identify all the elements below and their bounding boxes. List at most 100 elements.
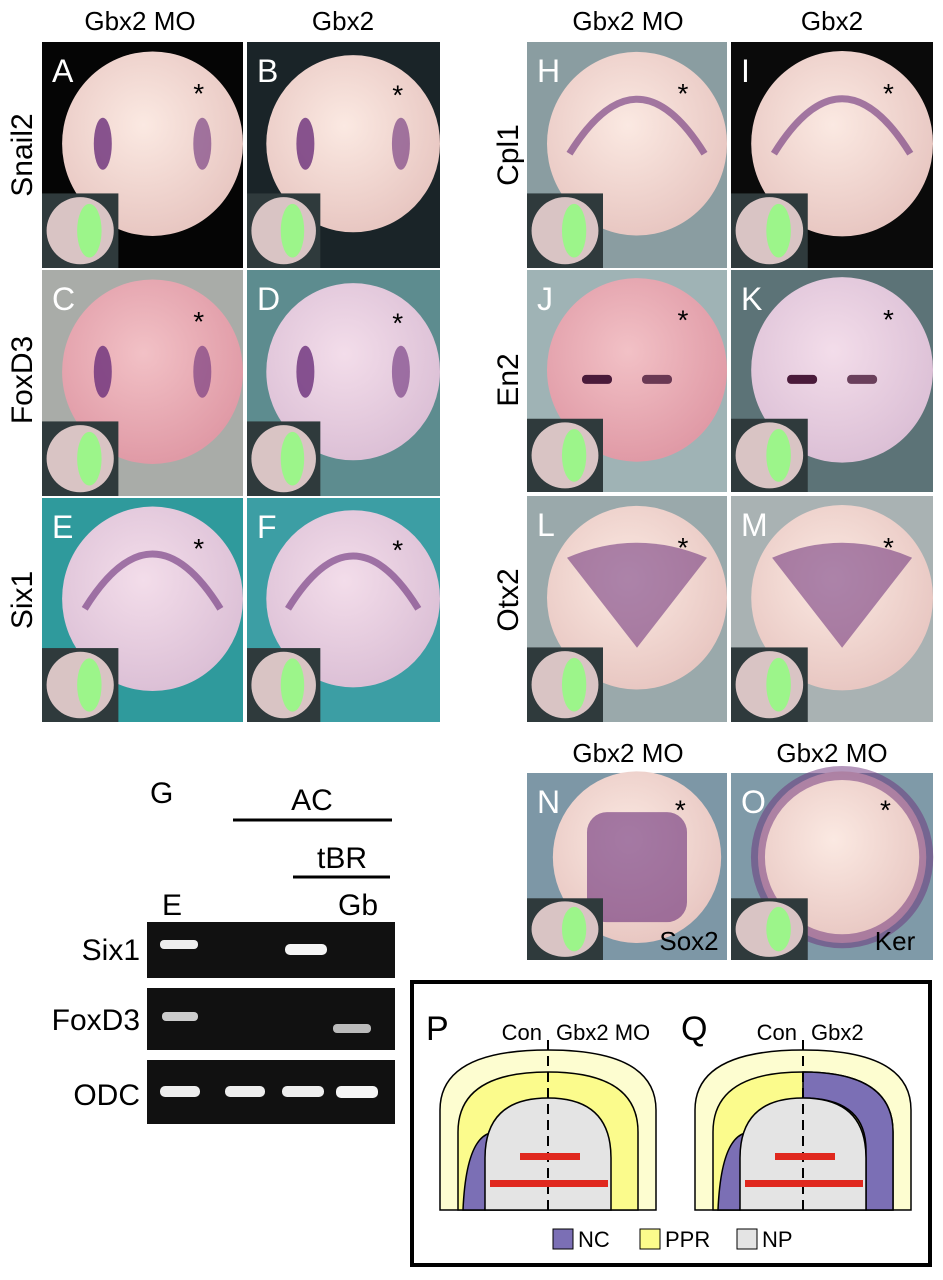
panel: K* [731, 270, 933, 492]
stain [587, 812, 687, 923]
embryo [266, 510, 440, 688]
red-bar [520, 1153, 580, 1160]
panel-letter: A [52, 53, 74, 89]
row-label: FoxD3 [6, 336, 39, 424]
panel-letter: F [257, 509, 277, 545]
legend-label: NP [762, 1227, 793, 1252]
panel: D* [247, 270, 440, 496]
panel: H* [527, 42, 727, 268]
asterisk: * [883, 304, 894, 335]
schematic-frame [410, 980, 932, 1267]
stain [750, 766, 934, 949]
asterisk: * [678, 532, 689, 563]
embryo [62, 279, 243, 464]
inset-gfp [766, 657, 791, 712]
asterisk: * [193, 306, 204, 337]
panel: O * Ker [731, 766, 934, 960]
asterisk: * [678, 304, 689, 335]
inset-gfp [280, 658, 305, 712]
row-label: Cpl1 [492, 124, 525, 186]
asterisk: * [675, 794, 686, 825]
panel-letter: M [741, 507, 768, 543]
stain [847, 374, 878, 384]
column-header: Gbx2 [801, 6, 863, 36]
panel-letter: P [426, 1010, 449, 1048]
inset-gfp [77, 203, 102, 258]
column-header: Gbx2 MO [572, 6, 683, 36]
panel: B* [247, 42, 440, 268]
label: Con [502, 1020, 542, 1045]
panel: M* [731, 496, 933, 722]
asterisk: * [678, 78, 689, 109]
panel: E* [42, 498, 243, 722]
gel-row-label: Six1 [82, 934, 140, 967]
lane-label: Gb [338, 889, 378, 922]
panel: N * Sox2 [527, 771, 727, 960]
panel-letter: G [150, 777, 173, 810]
panel: A* [42, 42, 243, 268]
embryo [266, 283, 440, 461]
row-label: Six1 [6, 571, 39, 629]
inset-gfp [561, 428, 587, 482]
asterisk: * [883, 532, 894, 563]
stain [93, 117, 112, 170]
panel: F* [247, 498, 440, 722]
panel-caption: Ker [875, 926, 916, 956]
stain [566, 95, 708, 156]
panel-letter: O [741, 784, 766, 820]
row-label: Snail2 [6, 113, 39, 196]
stain [193, 117, 212, 170]
inset-gfp [766, 428, 791, 482]
embryo [547, 278, 727, 462]
embryo [62, 51, 243, 236]
panel: L* [527, 496, 727, 722]
asterisk: * [883, 78, 894, 109]
inset-gfp [561, 657, 587, 712]
inset-gfp [77, 431, 102, 486]
column-header: Gbx2 MO [776, 738, 887, 768]
asterisk: * [392, 308, 403, 339]
stain [770, 95, 914, 156]
legend-label: PPR [665, 1227, 710, 1252]
panel-letter: E [52, 509, 73, 545]
gel [147, 922, 395, 1124]
inset-gfp [77, 658, 102, 712]
embryo [751, 50, 933, 237]
panel: I* [731, 42, 933, 268]
red-bar [745, 1180, 863, 1187]
asterisk: * [392, 535, 403, 566]
gel-subgroup: tBR [317, 842, 367, 875]
red-bar [490, 1180, 608, 1187]
panel-letter: L [537, 507, 555, 543]
gel-row-label: FoxD3 [52, 1004, 140, 1037]
stain [193, 345, 212, 398]
stain [567, 542, 707, 648]
panel-caption: Sox2 [659, 926, 718, 956]
lane-label: E [162, 889, 182, 922]
legend-label: NC [578, 1227, 610, 1252]
panel-letter: N [537, 784, 560, 820]
gel-row-label: ODC [73, 1079, 140, 1112]
embryo [266, 55, 440, 233]
panel-letter: H [537, 53, 560, 89]
panel-letter: K [741, 281, 762, 317]
asterisk: * [392, 80, 403, 111]
red-bar [775, 1153, 835, 1160]
stain [391, 117, 410, 170]
label: Con [757, 1020, 797, 1045]
stain [81, 550, 224, 611]
stain [285, 552, 422, 611]
panel-letter: D [257, 281, 280, 317]
asterisk: * [193, 78, 204, 109]
panel: C* [42, 270, 243, 496]
row-label: Otx2 [492, 568, 525, 631]
asterisk: * [880, 794, 891, 825]
stain [93, 345, 112, 398]
asterisk: * [193, 533, 204, 564]
panel-letter: J [537, 281, 553, 317]
stain [296, 117, 315, 170]
inset-gfp [280, 203, 305, 258]
stain [772, 542, 913, 648]
stain [642, 374, 672, 384]
